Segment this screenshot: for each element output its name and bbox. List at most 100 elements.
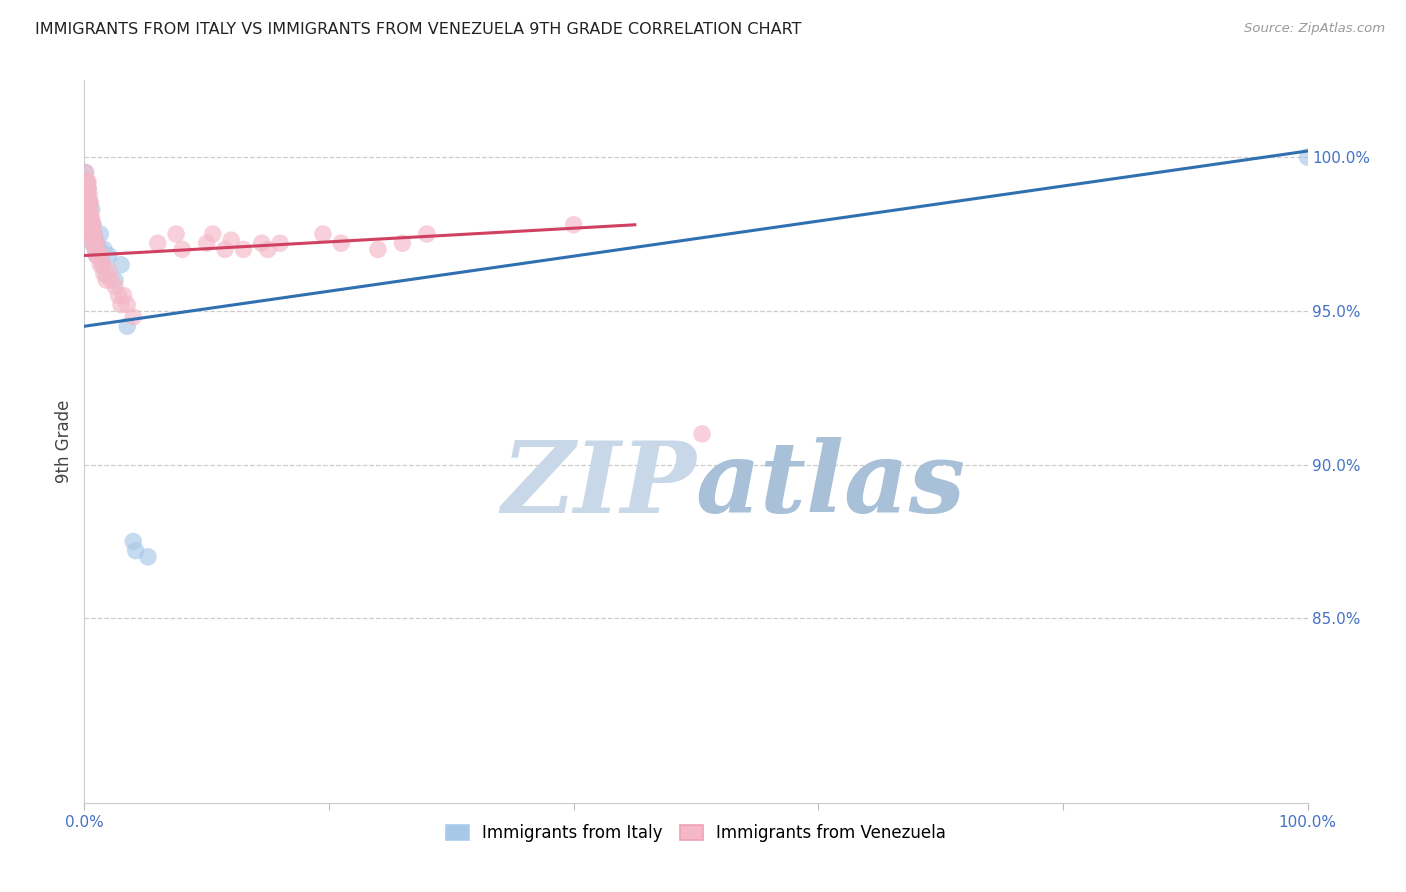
Point — [86, 248, 108, 262]
Point — [77, 181, 100, 195]
Point — [76, 181, 98, 195]
Point — [146, 236, 169, 251]
Point — [79, 205, 101, 219]
Point — [77, 211, 100, 226]
Point — [80, 211, 103, 226]
Point — [77, 181, 100, 195]
Point — [83, 227, 105, 241]
Point — [75, 181, 97, 195]
Point — [312, 227, 335, 241]
Point — [96, 273, 118, 287]
Point — [79, 196, 101, 211]
Point — [416, 227, 439, 241]
Text: Source: ZipAtlas.com: Source: ZipAtlas.com — [1244, 22, 1385, 36]
Point — [82, 218, 104, 232]
Point — [93, 267, 115, 281]
Point — [79, 218, 101, 232]
Point — [82, 227, 104, 241]
Point — [84, 243, 107, 257]
Point — [77, 227, 100, 241]
Point — [93, 243, 115, 257]
Point — [219, 233, 242, 247]
Point — [330, 236, 353, 251]
Point — [97, 264, 120, 278]
Point — [214, 243, 236, 257]
Point — [122, 534, 145, 549]
Point — [82, 236, 104, 251]
Point — [80, 227, 103, 241]
Point — [83, 236, 105, 251]
Point — [79, 211, 101, 226]
Point — [90, 248, 112, 262]
Point — [125, 543, 148, 558]
Point — [76, 175, 98, 189]
Point — [115, 319, 138, 334]
Point — [232, 243, 254, 257]
Point — [100, 273, 122, 287]
Point — [172, 243, 194, 257]
Point — [76, 196, 98, 211]
Point — [77, 175, 100, 189]
Point — [79, 211, 101, 226]
Point — [91, 258, 114, 272]
Point — [77, 196, 100, 211]
Point — [76, 187, 98, 202]
Point — [83, 227, 105, 241]
Point — [77, 196, 100, 211]
Text: IMMIGRANTS FROM ITALY VS IMMIGRANTS FROM VENEZUELA 9TH GRADE CORRELATION CHART: IMMIGRANTS FROM ITALY VS IMMIGRANTS FROM… — [35, 22, 801, 37]
Point — [75, 187, 97, 202]
Point — [77, 211, 100, 226]
Point — [86, 248, 108, 262]
Point — [82, 218, 104, 232]
Point — [89, 227, 111, 241]
Point — [110, 258, 132, 272]
Point — [115, 298, 138, 312]
Point — [77, 205, 100, 219]
Point — [97, 248, 120, 262]
Point — [257, 243, 280, 257]
Point — [104, 273, 127, 287]
Text: ZIP: ZIP — [501, 437, 696, 533]
Point — [77, 218, 100, 232]
Point — [136, 549, 159, 564]
Point — [391, 236, 413, 251]
Point — [84, 233, 107, 247]
Point — [112, 288, 135, 302]
Point — [107, 288, 129, 302]
Point — [77, 196, 100, 211]
Point — [86, 236, 108, 251]
Point — [76, 175, 98, 189]
Point — [77, 205, 100, 219]
Point — [75, 165, 97, 179]
Point — [80, 202, 103, 217]
Point — [89, 258, 111, 272]
Point — [367, 243, 389, 257]
Point — [250, 236, 273, 251]
Point — [96, 267, 118, 281]
Point — [77, 218, 100, 232]
Point — [80, 218, 103, 232]
Point — [690, 426, 713, 441]
Point — [562, 218, 585, 232]
Point — [75, 165, 97, 179]
Point — [104, 279, 127, 293]
Point — [77, 193, 100, 207]
Text: atlas: atlas — [696, 437, 966, 533]
Point — [201, 227, 224, 241]
Point — [80, 227, 103, 241]
Point — [79, 218, 101, 232]
Y-axis label: 9th Grade: 9th Grade — [55, 400, 73, 483]
Point — [122, 310, 145, 324]
Point — [76, 187, 98, 202]
Point — [82, 236, 104, 251]
Point — [77, 187, 100, 202]
Point — [195, 236, 218, 251]
Legend: Immigrants from Italy, Immigrants from Venezuela: Immigrants from Italy, Immigrants from V… — [439, 817, 953, 848]
Point — [269, 236, 291, 251]
Point — [87, 248, 110, 262]
Point — [91, 258, 114, 272]
Point — [86, 236, 108, 251]
Point — [110, 298, 132, 312]
Point — [165, 227, 187, 241]
Point — [84, 243, 107, 257]
